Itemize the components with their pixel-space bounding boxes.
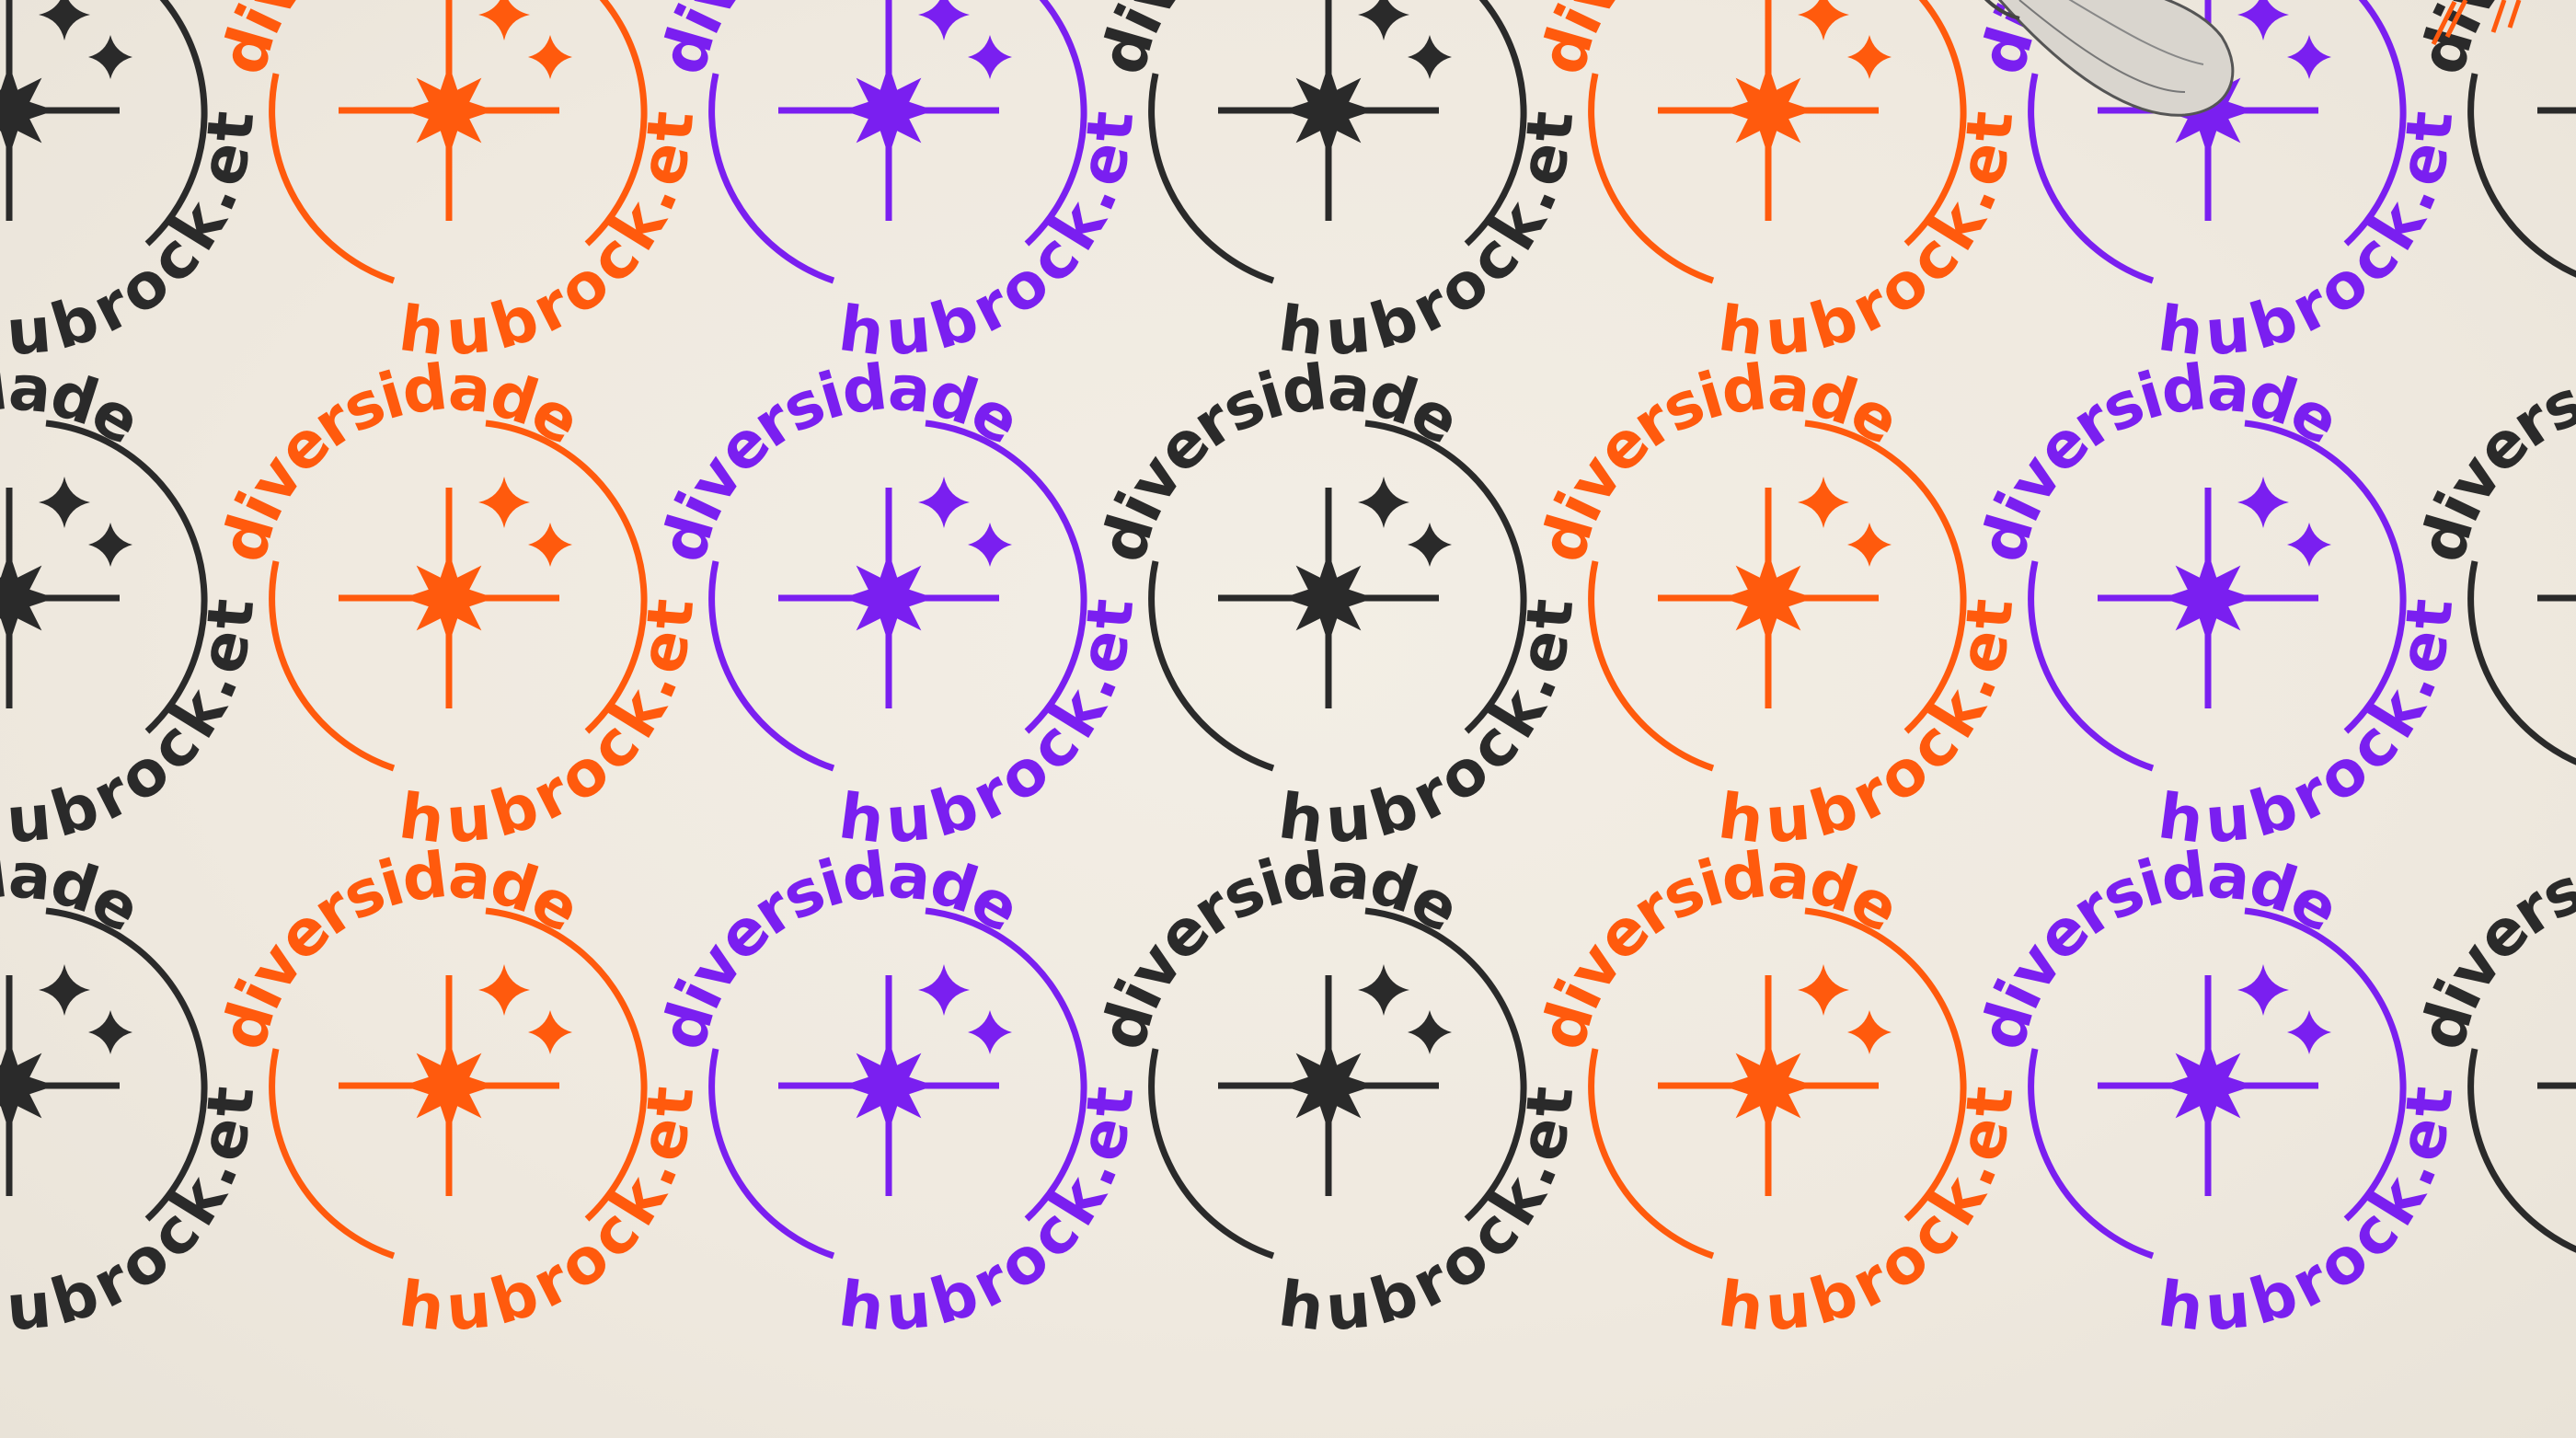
badge-ring-right bbox=[1903, 0, 1967, 247]
sparkle-icon bbox=[88, 1010, 132, 1054]
main-star-icon bbox=[1282, 1040, 1374, 1132]
sparkle-icon bbox=[88, 35, 132, 79]
sculpture-fragment-icon bbox=[1984, 0, 2235, 117]
sparkle-icon bbox=[1798, 0, 1849, 40]
badge-ring-left bbox=[269, 560, 396, 772]
sparkle-icon bbox=[1358, 477, 1409, 528]
main-star-icon bbox=[1722, 1040, 1814, 1132]
badge-ring-right bbox=[1464, 0, 1527, 247]
badge-ring-right bbox=[2244, 420, 2407, 734]
badge-ring-left bbox=[708, 1048, 835, 1260]
main-star-icon bbox=[843, 64, 935, 156]
sparkle-icon bbox=[2287, 1010, 2331, 1054]
sparkle-icon bbox=[39, 964, 90, 1016]
badge-ring-left bbox=[2467, 1048, 2576, 1253]
sparkle-icon bbox=[918, 964, 970, 1016]
sparkle-icon bbox=[528, 1010, 572, 1054]
sparkle-icon bbox=[918, 0, 970, 40]
sparkle-icon bbox=[968, 1010, 1012, 1054]
sparkle-icon bbox=[918, 477, 970, 528]
sparkle-icon bbox=[1798, 964, 1849, 1016]
main-star-icon bbox=[843, 552, 935, 644]
sparkle-icon bbox=[528, 523, 572, 567]
sparkle-icon bbox=[2287, 523, 2331, 567]
sparkle-icon bbox=[2237, 964, 2289, 1016]
sparkle-icon bbox=[478, 477, 530, 528]
sparkle-icon bbox=[2287, 35, 2331, 79]
badge-ring-right bbox=[1804, 907, 1967, 1222]
badge-ring-left bbox=[708, 73, 835, 284]
badge-ring-right bbox=[45, 420, 208, 734]
badge-ring-right bbox=[485, 907, 648, 1222]
badge-ring-left bbox=[1148, 1048, 1275, 1260]
badge-ring-right bbox=[2244, 907, 2407, 1222]
badge-ring-right bbox=[45, 907, 208, 1222]
main-star-icon bbox=[1722, 64, 1814, 156]
badge-bottom-text: hubrock.et bbox=[0, 1053, 328, 1413]
badge-ring-right bbox=[485, 420, 648, 734]
badge-ring-right bbox=[1364, 907, 1527, 1222]
badge-ring-right bbox=[925, 420, 1087, 734]
main-star-icon bbox=[843, 1040, 935, 1132]
badge-ring-right bbox=[144, 0, 208, 247]
sparkle-icon bbox=[2237, 477, 2289, 528]
sparkle-icon bbox=[1358, 0, 1409, 40]
main-star-icon bbox=[403, 1040, 495, 1132]
badge-ring-left bbox=[1588, 73, 1715, 284]
sparkle-icon bbox=[1408, 1010, 1452, 1054]
badge-ring-right bbox=[584, 0, 648, 247]
badge-ring-left bbox=[269, 1048, 396, 1260]
sparkle-icon bbox=[1847, 523, 1892, 567]
sparkle-icon bbox=[2237, 0, 2289, 40]
badge-ring-left bbox=[2467, 73, 2576, 278]
badge-ring-right bbox=[1024, 0, 1087, 247]
sparkle-icon bbox=[1408, 35, 1452, 79]
main-star-icon bbox=[2162, 1040, 2254, 1132]
sparkle-icon bbox=[88, 523, 132, 567]
sparkle-icon bbox=[528, 35, 572, 79]
main-star-icon bbox=[0, 552, 55, 644]
sparkle-icon bbox=[39, 477, 90, 528]
badge-ring-left bbox=[1588, 560, 1715, 772]
main-star-icon bbox=[1722, 552, 1814, 644]
sparkle-icon bbox=[1358, 964, 1409, 1016]
badge-ring-left bbox=[2028, 73, 2155, 284]
sparkle-icon bbox=[968, 523, 1012, 567]
sparkle-icon bbox=[1847, 1010, 1892, 1054]
sparkle-icon bbox=[478, 0, 530, 40]
sparkle-icon bbox=[968, 35, 1012, 79]
badge-ring-right bbox=[925, 907, 1087, 1222]
badge-ring-right bbox=[1804, 420, 1967, 734]
badge-ring-right bbox=[1364, 420, 1527, 734]
badge-ring-left bbox=[2028, 560, 2155, 772]
badge-ring-left bbox=[708, 560, 835, 772]
main-star-icon bbox=[0, 1040, 55, 1132]
sparkle-icon bbox=[39, 0, 90, 40]
badge-ring-left bbox=[1588, 1048, 1715, 1260]
badge-ring-left bbox=[1148, 73, 1275, 284]
orange-slash-marks-icon bbox=[2431, 0, 2522, 46]
sparkle-icon bbox=[1847, 35, 1892, 79]
badge-ring-left bbox=[269, 73, 396, 284]
main-star-icon bbox=[1282, 64, 1374, 156]
sparkle-icon bbox=[1408, 523, 1452, 567]
main-star-icon bbox=[2162, 552, 2254, 644]
main-star-icon bbox=[403, 552, 495, 644]
main-star-icon bbox=[1282, 552, 1374, 644]
badge-ring-left bbox=[1148, 560, 1275, 772]
sparkle-icon bbox=[1798, 477, 1849, 528]
badge-ring-left bbox=[2467, 560, 2576, 765]
main-star-icon bbox=[403, 64, 495, 156]
badge-ring-left bbox=[2028, 1048, 2155, 1260]
badge-bottom-text: hubrock.et bbox=[2561, 1053, 2576, 1413]
main-star-icon bbox=[0, 64, 55, 156]
badge-ring-right bbox=[2343, 0, 2407, 247]
sparkle-icon bbox=[478, 964, 530, 1016]
